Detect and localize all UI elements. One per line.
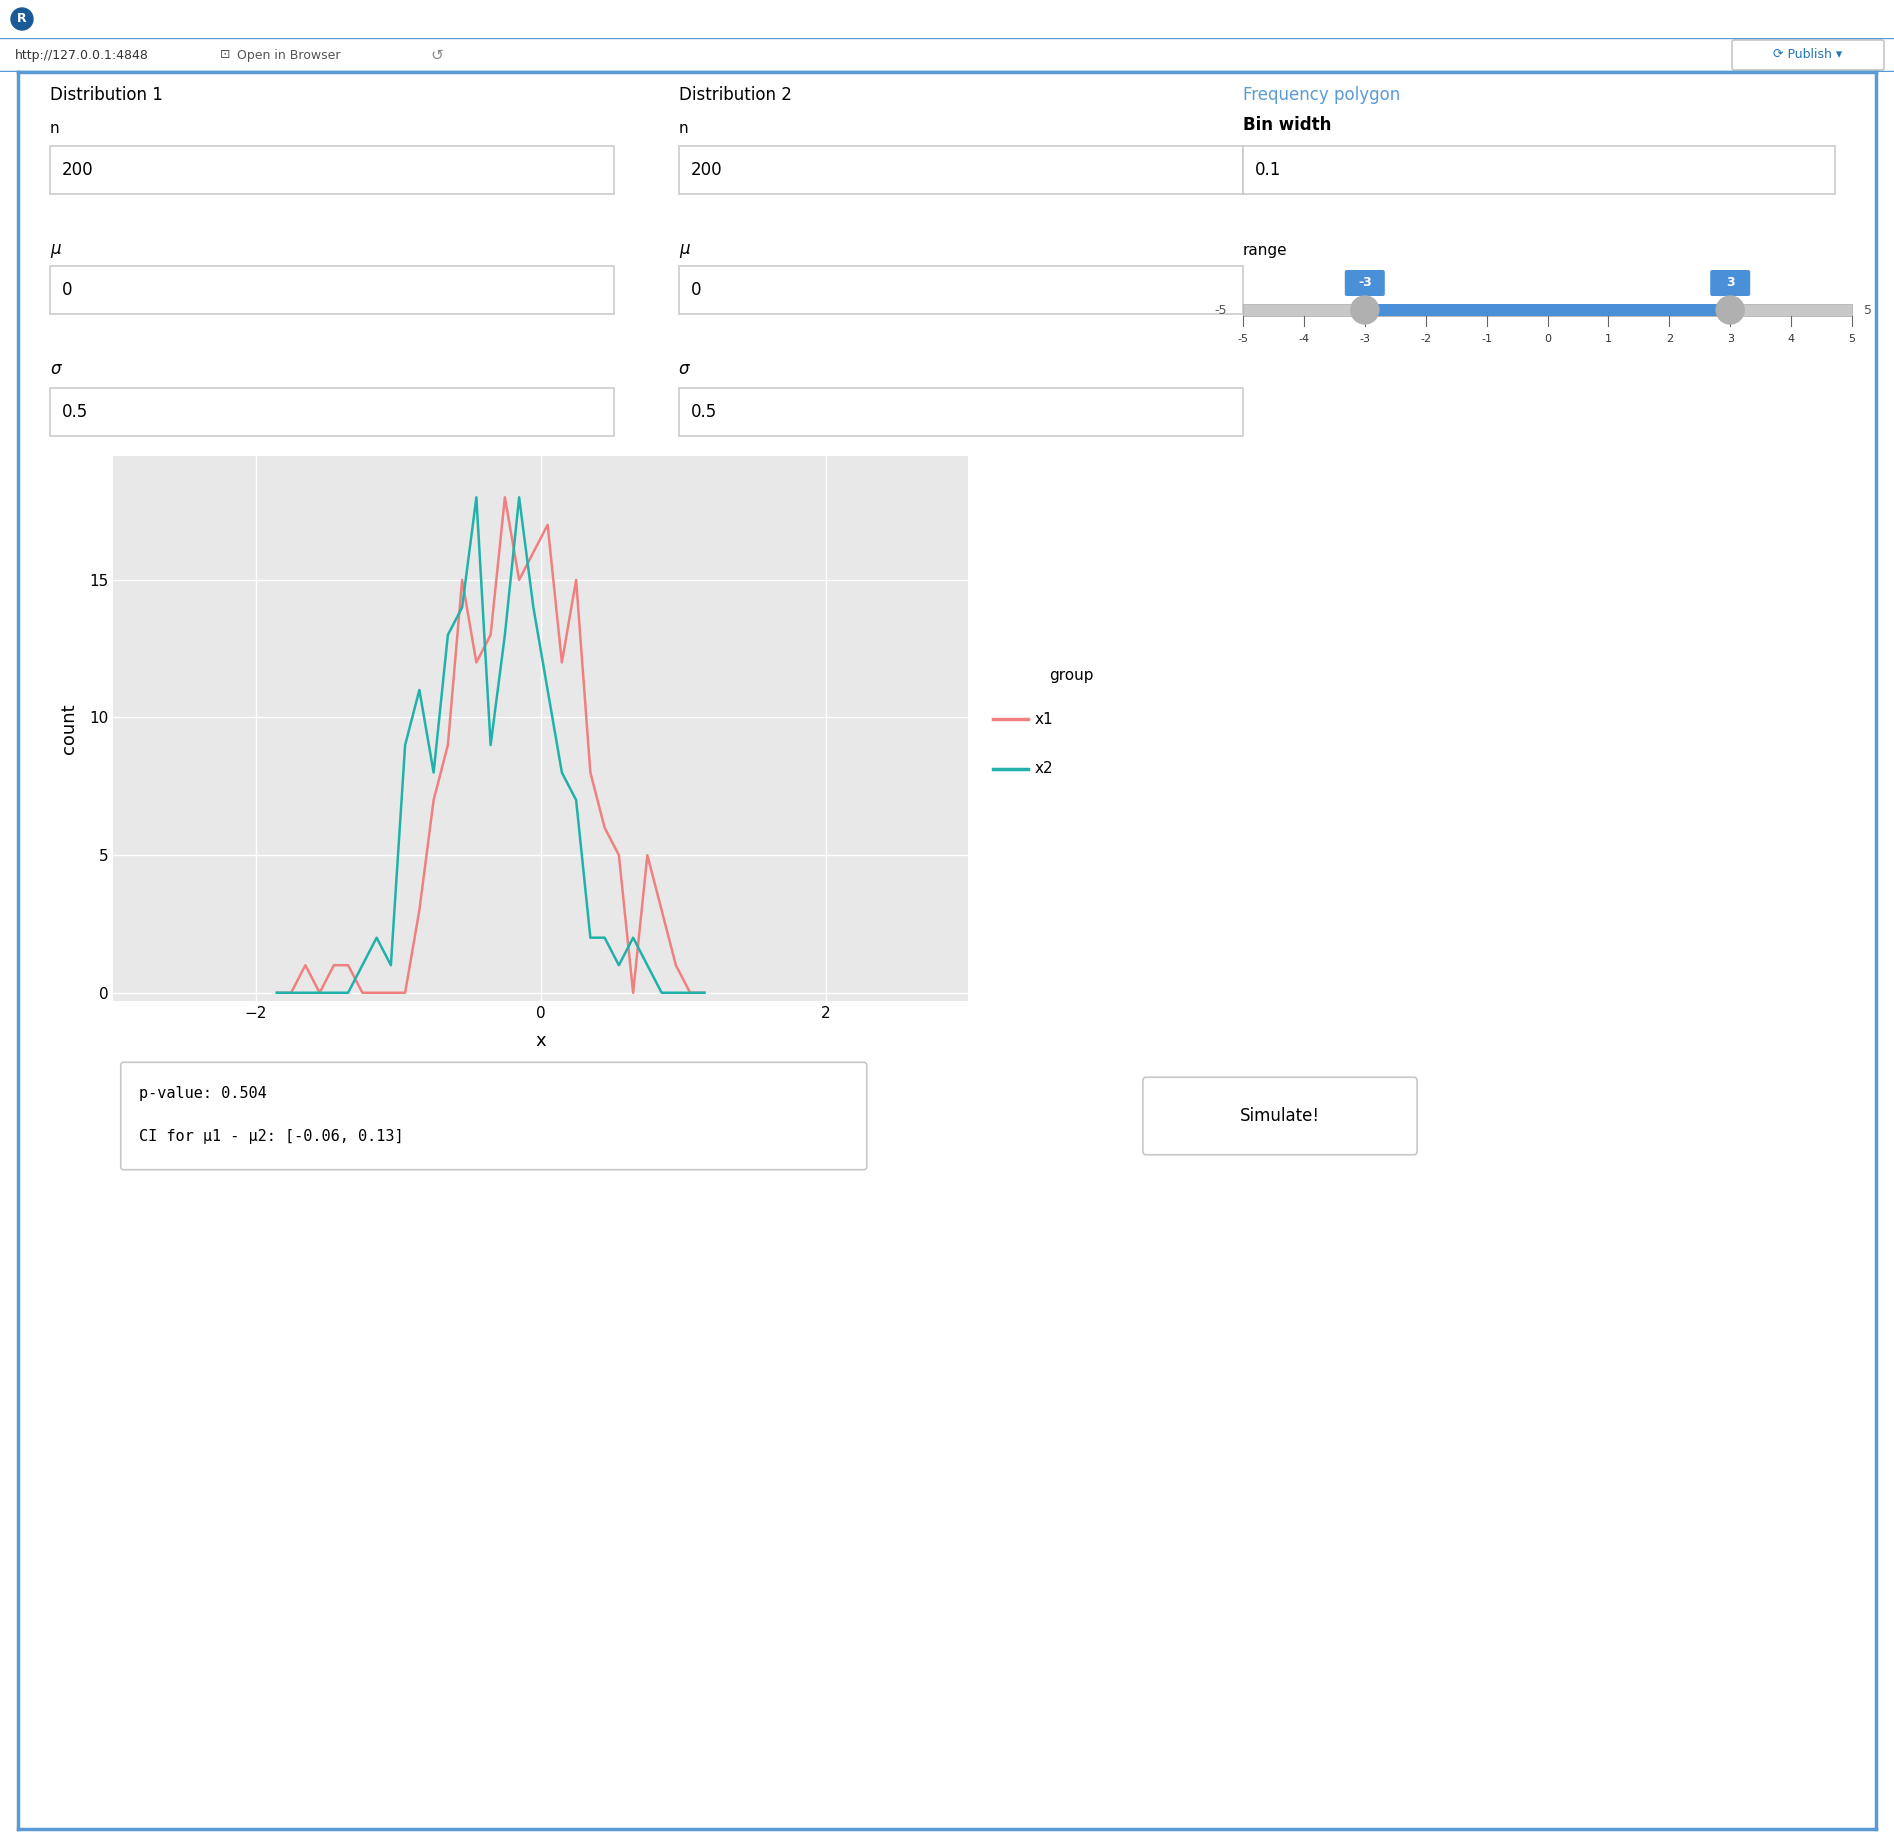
Text: http://127.0.0.1:4848: http://127.0.0.1:4848 [15, 48, 150, 61]
Text: 200: 200 [63, 161, 93, 179]
Text: -5: -5 [1214, 303, 1227, 316]
Text: σ: σ [49, 360, 61, 379]
Text: 0: 0 [691, 281, 701, 299]
FancyBboxPatch shape [678, 146, 1242, 194]
Text: Bin width: Bin width [1242, 116, 1331, 135]
Text: -1: -1 [1481, 334, 1492, 344]
Text: 5: 5 [1849, 334, 1856, 344]
Text: ⊡: ⊡ [220, 48, 231, 61]
Text: 0: 0 [1544, 334, 1551, 344]
Text: ✕: ✕ [1867, 13, 1879, 26]
FancyBboxPatch shape [1731, 41, 1885, 70]
Y-axis label: count: count [61, 704, 78, 754]
Bar [1242, 305, 1852, 316]
Text: Open in Browser: Open in Browser [237, 48, 341, 61]
Text: σ: σ [678, 360, 689, 379]
Text: -4: -4 [1299, 334, 1309, 344]
Text: 2: 2 [1665, 334, 1672, 344]
FancyBboxPatch shape [1710, 270, 1750, 296]
Bar [1366, 305, 1731, 316]
Circle shape [11, 7, 32, 30]
Text: CI for μ1 - μ2: [-0.06, 0.13]: CI for μ1 - μ2: [-0.06, 0.13] [138, 1129, 403, 1143]
Text: ⟳ Publish ▾: ⟳ Publish ▾ [1773, 48, 1843, 61]
Text: C:/Users/ahoken/Recovered Data/Users/Ken Aho/Documents/Relevant/GRANTS/AIMS/GJ_m: C:/Users/ahoken/Recovered Data/Users/Ken… [44, 13, 741, 26]
Circle shape [1716, 296, 1744, 323]
FancyBboxPatch shape [121, 1062, 867, 1169]
FancyBboxPatch shape [49, 266, 614, 314]
Text: -2: -2 [1420, 334, 1432, 344]
FancyBboxPatch shape [1142, 1077, 1417, 1154]
Text: Simulate!: Simulate! [1241, 1106, 1320, 1125]
Text: -5: -5 [1237, 334, 1248, 344]
Text: x1: x1 [1034, 711, 1053, 726]
Text: 200: 200 [691, 161, 722, 179]
Text: n: n [49, 122, 59, 137]
Text: 0.5: 0.5 [63, 403, 89, 421]
Text: R: R [17, 13, 27, 26]
Text: μ: μ [49, 240, 61, 259]
Text: -3: -3 [1358, 277, 1371, 290]
Text: Distribution 2: Distribution 2 [678, 87, 792, 103]
Text: 0.1: 0.1 [1256, 161, 1282, 179]
Text: 5: 5 [1864, 303, 1871, 316]
Text: x2: x2 [1034, 761, 1053, 776]
Text: Frequency polygon: Frequency polygon [1242, 87, 1400, 103]
Text: 4: 4 [1788, 334, 1796, 344]
Text: 3: 3 [1725, 277, 1735, 290]
Text: 3: 3 [1727, 334, 1733, 344]
X-axis label: x: x [536, 1032, 545, 1049]
Text: n: n [678, 122, 688, 137]
Text: range: range [1242, 244, 1288, 259]
Text: μ: μ [678, 240, 689, 259]
Text: group: group [1049, 669, 1093, 683]
Text: p-value: 0.504: p-value: 0.504 [138, 1086, 267, 1101]
FancyBboxPatch shape [49, 388, 614, 436]
Text: ↺: ↺ [430, 48, 443, 63]
Text: 0.5: 0.5 [691, 403, 718, 421]
FancyBboxPatch shape [1345, 270, 1385, 296]
FancyBboxPatch shape [49, 146, 614, 194]
Text: 0: 0 [63, 281, 72, 299]
Text: —: — [1761, 11, 1777, 26]
Text: ❑: ❑ [1820, 13, 1831, 26]
Text: -3: -3 [1360, 334, 1369, 344]
Text: Distribution 1: Distribution 1 [49, 87, 163, 103]
Text: 1: 1 [1604, 334, 1612, 344]
FancyBboxPatch shape [1242, 146, 1835, 194]
Circle shape [1350, 296, 1379, 323]
FancyBboxPatch shape [678, 266, 1242, 314]
FancyBboxPatch shape [678, 388, 1242, 436]
